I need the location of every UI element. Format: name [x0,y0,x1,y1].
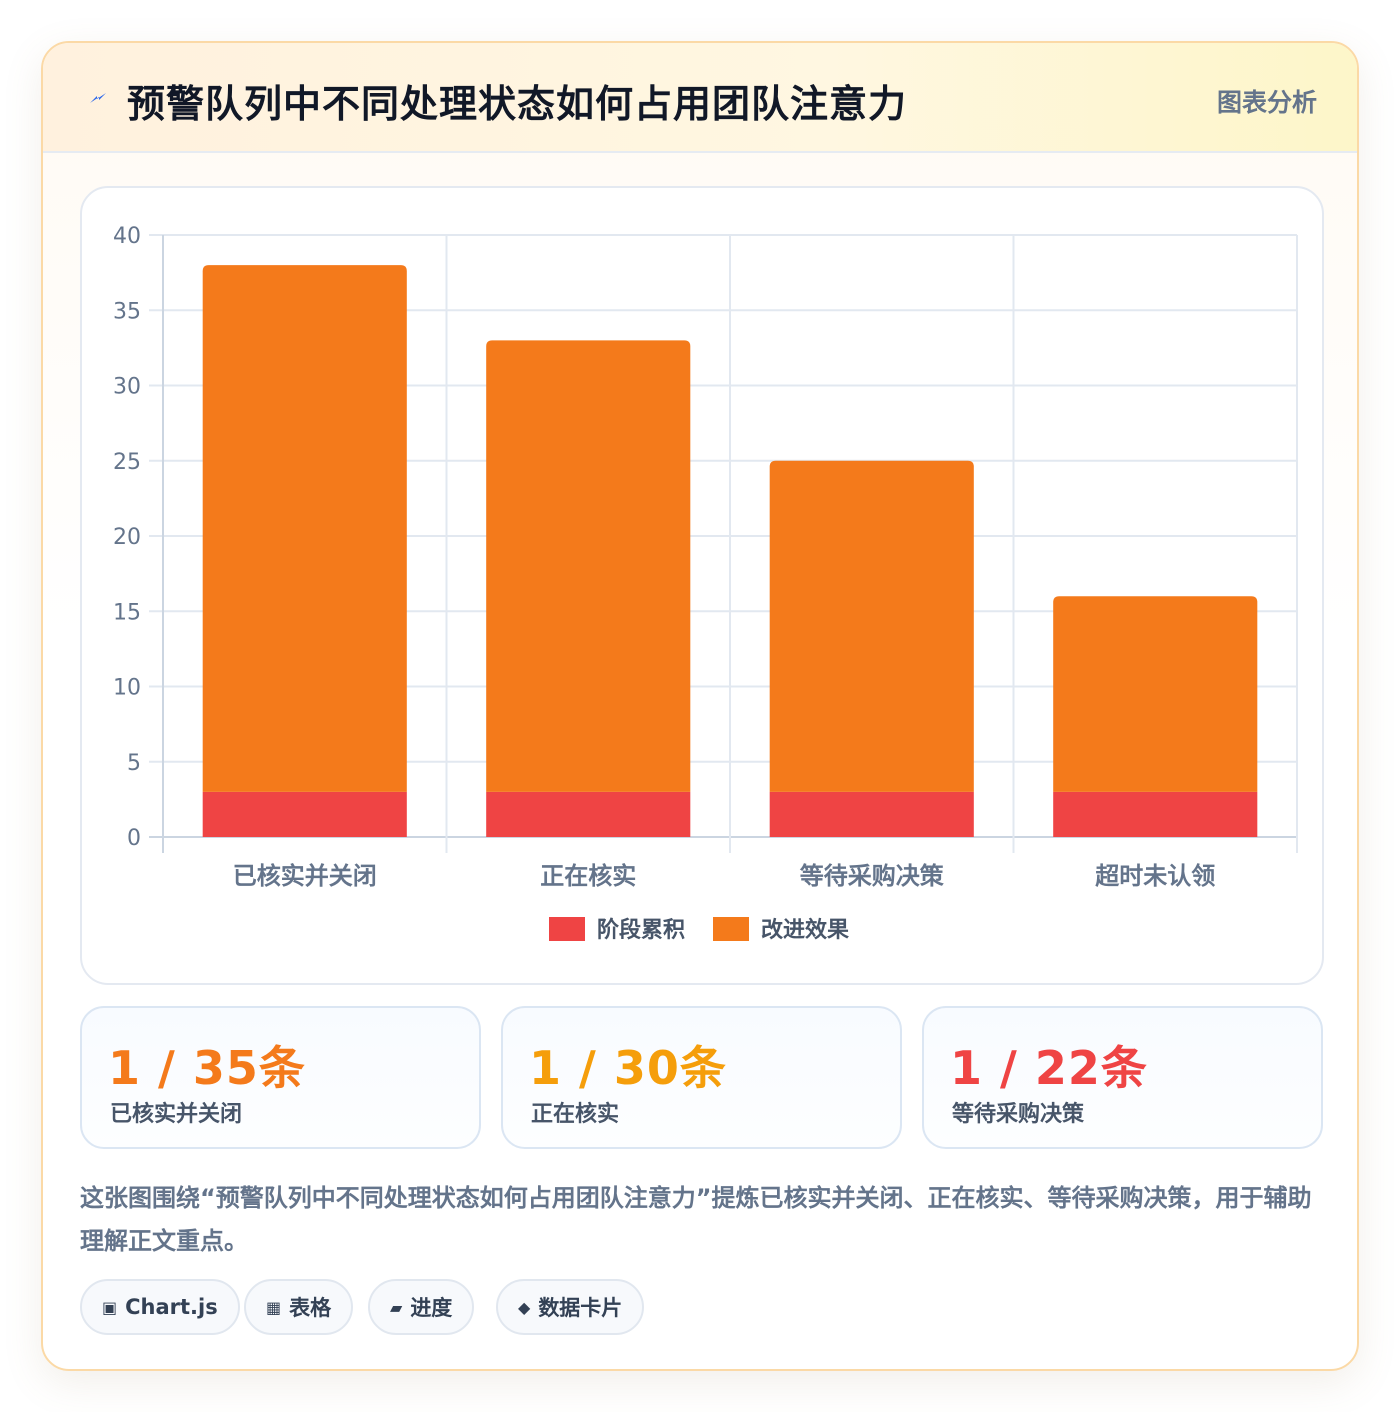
y-tick-label: 0 [127,826,141,851]
x-tick-label: 正在核实 [540,862,636,890]
x-tick-label: 已核实并关闭 [233,862,377,890]
y-tick-label: 25 [113,450,141,475]
y-tick-label: 40 [113,224,141,249]
chip-chartjs[interactable]: ▣ Chart.js [80,1279,240,1335]
card-header: 预警队列中不同处理状态如何占用团队注意力 图表分析 [43,43,1357,153]
bar-segment [202,265,407,792]
header-tag: 图表分析 [1216,88,1317,117]
bar-segment [769,791,974,837]
chart-card: 预警队列中不同处理状态如何占用团队注意力 图表分析 0 5 10 15 20 25 30 35… [41,41,1359,1371]
bar-segment [1053,791,1258,837]
x-tick-label: 等待采购决策 [800,862,945,890]
chip-label: Chart.js [125,1295,218,1319]
stat-value: 1 / 22条 [950,1041,1148,1095]
bar-segment [769,460,974,792]
y-tick-label: 10 [113,676,141,701]
chart-panel: 0 5 10 15 20 25 30 35 40 已核实并关闭 正在核实 等待采购决策 超时未认领阶段累… [80,186,1324,985]
stat-value: 1 / 35条 [108,1041,306,1095]
y-tick-label: 30 [113,375,141,400]
chip-label: 数据卡片 [538,1296,623,1320]
lightning-icon [90,93,106,103]
bar-segment [486,791,691,837]
bar-segment [486,340,691,792]
stat-label: 等待采购决策 [952,1102,1085,1127]
bar-segment [1053,596,1258,792]
y-tick-label: 20 [113,525,141,550]
stat-label: 已核实并关闭 [110,1102,243,1127]
square-icon: ▣ [102,1297,118,1317]
y-tick-label: 5 [127,751,141,776]
stat-label: 正在核实 [531,1102,620,1127]
progress-icon: ▰ [390,1297,403,1317]
legend-swatch [713,917,749,941]
grid-icon: ▦ [266,1297,282,1317]
stat-value: 1 / 30条 [529,1041,727,1095]
stat-card-procurement: 1 / 22条 等待采购决策 [922,1006,1323,1149]
y-tick-label: 35 [113,299,141,324]
bar-segment [202,791,407,837]
chip-table[interactable]: ▦ 表格 [244,1279,354,1335]
stat-card-verifying: 1 / 30条 正在核实 [501,1006,902,1149]
chip-label: 进度 [410,1296,453,1320]
legend-label: 阶段累积 [597,917,685,943]
chip-label: 表格 [289,1296,332,1320]
chip-progress[interactable]: ▰ 进度 [368,1279,475,1335]
stat-card-closed: 1 / 35条 已核实并关闭 [80,1006,481,1149]
chart-description: 这张图围绕“预警队列中不同处理状态如何占用团队注意力”提炼已核实并关闭、正在核实… [80,1184,1312,1255]
chip-data-card[interactable]: ◆ 数据卡片 [496,1279,645,1335]
y-tick-label: 15 [113,600,141,625]
bar-chart: 0 5 10 15 20 25 30 35 40 已核实并关闭 正在核实 等待采购决策 超时未认领阶段累… [113,224,1298,943]
x-tick-label: 超时未认领 [1095,862,1215,890]
legend-label: 改进效果 [761,917,849,943]
diamond-icon: ◆ [518,1297,531,1317]
page-title: 预警队列中不同处理状态如何占用团队注意力 [127,82,908,126]
legend-swatch [549,917,585,941]
